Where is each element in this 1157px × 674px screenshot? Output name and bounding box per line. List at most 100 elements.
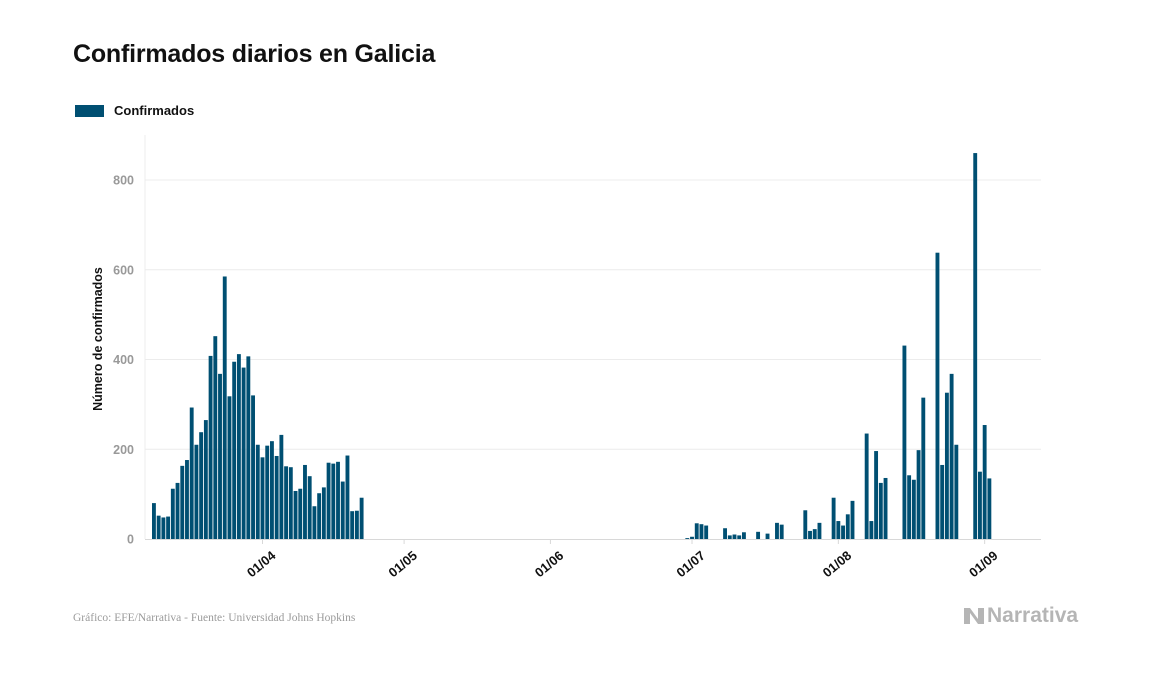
bar-2020-03-21 <box>208 355 213 539</box>
bar-2020-03-24 <box>222 276 227 539</box>
bar-2020-04-09 <box>298 488 303 539</box>
bar-2020-04-20 <box>350 511 355 539</box>
bar-2020-07-17 <box>765 533 770 539</box>
bar-2020-04-08 <box>293 490 298 539</box>
x-tick-label-01/08: 01/08 <box>820 548 855 580</box>
bar-2020-03-23 <box>218 373 222 539</box>
bar-2020-08-04 <box>850 500 855 539</box>
bar-2020-08-23 <box>940 464 945 539</box>
bar-2020-04-06 <box>284 466 289 539</box>
x-tick-label-01/09: 01/09 <box>966 548 1001 580</box>
bar-2020-07-03 <box>699 524 704 539</box>
bar-2020-04-01 <box>260 457 265 539</box>
bar-2020-08-31 <box>978 471 982 539</box>
bar-2020-09-01 <box>982 425 987 539</box>
bar-2020-07-15 <box>756 531 761 539</box>
bar-2020-08-09 <box>874 451 879 539</box>
bar-2020-04-15 <box>326 462 331 539</box>
x-tick-label-01/04: 01/04 <box>244 547 279 580</box>
bar-2020-04-10 <box>303 464 307 539</box>
bar-2020-03-13 <box>170 488 175 539</box>
bar-2020-08-18 <box>916 450 921 539</box>
bar-2020-07-09 <box>727 535 732 539</box>
bar-2020-07-25 <box>803 510 808 539</box>
bar-2020-04-14 <box>321 487 326 539</box>
narrativa-logo-icon <box>964 608 984 624</box>
bar-2020-07-12 <box>742 532 746 539</box>
bar-2020-03-10 <box>156 515 161 539</box>
x-tick-label-01/06: 01/06 <box>532 548 567 580</box>
bar-2020-03-29 <box>246 356 251 539</box>
bar-2020-04-21 <box>354 510 359 539</box>
y-tick-label-600: 600 <box>113 263 134 277</box>
bar-2020-07-28 <box>817 522 822 540</box>
bar-2020-08-03 <box>845 514 850 539</box>
y-tick-label-200: 200 <box>113 443 134 457</box>
bar-2020-04-13 <box>317 493 322 539</box>
bar-2020-08-19 <box>921 397 926 539</box>
bar-2020-08-22 <box>935 252 940 539</box>
bar-2020-08-08 <box>869 521 874 539</box>
bar-2020-04-02 <box>265 445 270 539</box>
bar-2020-03-16 <box>185 460 189 539</box>
bar-2020-04-17 <box>336 461 340 539</box>
bar-2020-03-28 <box>241 367 246 539</box>
bar-2020-07-02 <box>694 523 699 539</box>
y-tick-label-0: 0 <box>127 533 134 547</box>
bar-2020-07-04 <box>704 525 709 539</box>
legend-label-confirmados: Confirmados <box>114 103 195 118</box>
bar-2020-07-20 <box>779 524 784 539</box>
bar-2020-03-11 <box>161 517 166 539</box>
bar-2020-03-27 <box>236 354 241 539</box>
bar-2020-04-18 <box>340 481 345 539</box>
bar-2020-04-07 <box>288 467 293 539</box>
bar-2020-03-31 <box>255 444 260 539</box>
bar-2020-04-11 <box>307 476 312 539</box>
bar-2020-03-09 <box>152 503 156 539</box>
bar-2020-03-20 <box>203 420 208 539</box>
bar-2020-07-11 <box>737 535 742 539</box>
bar-2020-03-15 <box>180 465 185 539</box>
x-tick-label-01/07: 01/07 <box>673 548 708 580</box>
bar-2020-03-12 <box>166 516 171 539</box>
bar-2020-03-19 <box>199 432 204 539</box>
bar-2020-07-31 <box>831 497 836 539</box>
legend-swatch <box>75 104 104 117</box>
bar-2020-04-16 <box>331 463 336 539</box>
bar-2020-08-02 <box>841 525 845 539</box>
bar-2020-04-04 <box>274 455 279 539</box>
bar-2020-04-05 <box>279 434 284 539</box>
bar-2020-03-22 <box>213 336 218 539</box>
bar-2020-03-18 <box>194 444 199 539</box>
bar-2020-08-01 <box>836 521 841 539</box>
bar-2020-04-03 <box>270 441 274 539</box>
bar-2020-04-12 <box>312 506 317 539</box>
x-axis-ticks: 01/04 01/05 01/06 01/07 01/08 01/09 <box>244 539 1001 580</box>
bar-2020-03-14 <box>175 482 180 539</box>
bar-2020-08-24 <box>944 392 949 539</box>
y-tick-label-800: 800 <box>113 174 134 188</box>
bar-2020-03-30 <box>251 395 255 539</box>
bar-2020-08-26 <box>954 444 959 539</box>
source-note: Gráfico: EFE/Narrativa - Fuente: Univers… <box>73 612 356 624</box>
legend: Confirmados <box>75 103 194 118</box>
bar-2020-09-02 <box>987 478 992 539</box>
bar-2020-08-30 <box>973 153 978 539</box>
bar-2020-08-10 <box>878 482 883 539</box>
bar-2020-07-26 <box>808 530 812 539</box>
y-axis-label: Número de confirmados <box>91 267 105 411</box>
bar-2020-03-26 <box>232 361 237 539</box>
narrativa-logo: Narrativa <box>963 604 1078 628</box>
bar-2020-04-19 <box>345 455 350 539</box>
y-axis-ticks: 0 200 400 600 800 <box>113 174 134 547</box>
bar-2020-07-10 <box>732 534 737 539</box>
bar-2020-07-01 <box>690 536 694 539</box>
bar-2020-08-25 <box>949 373 954 539</box>
bars-confirmados <box>152 153 992 540</box>
bar-2020-07-08 <box>723 528 727 539</box>
bar-2020-08-11 <box>883 477 888 539</box>
bar-2020-06-30 <box>685 538 690 539</box>
bar-2020-07-27 <box>812 529 817 539</box>
bar-2020-08-16 <box>907 475 912 539</box>
